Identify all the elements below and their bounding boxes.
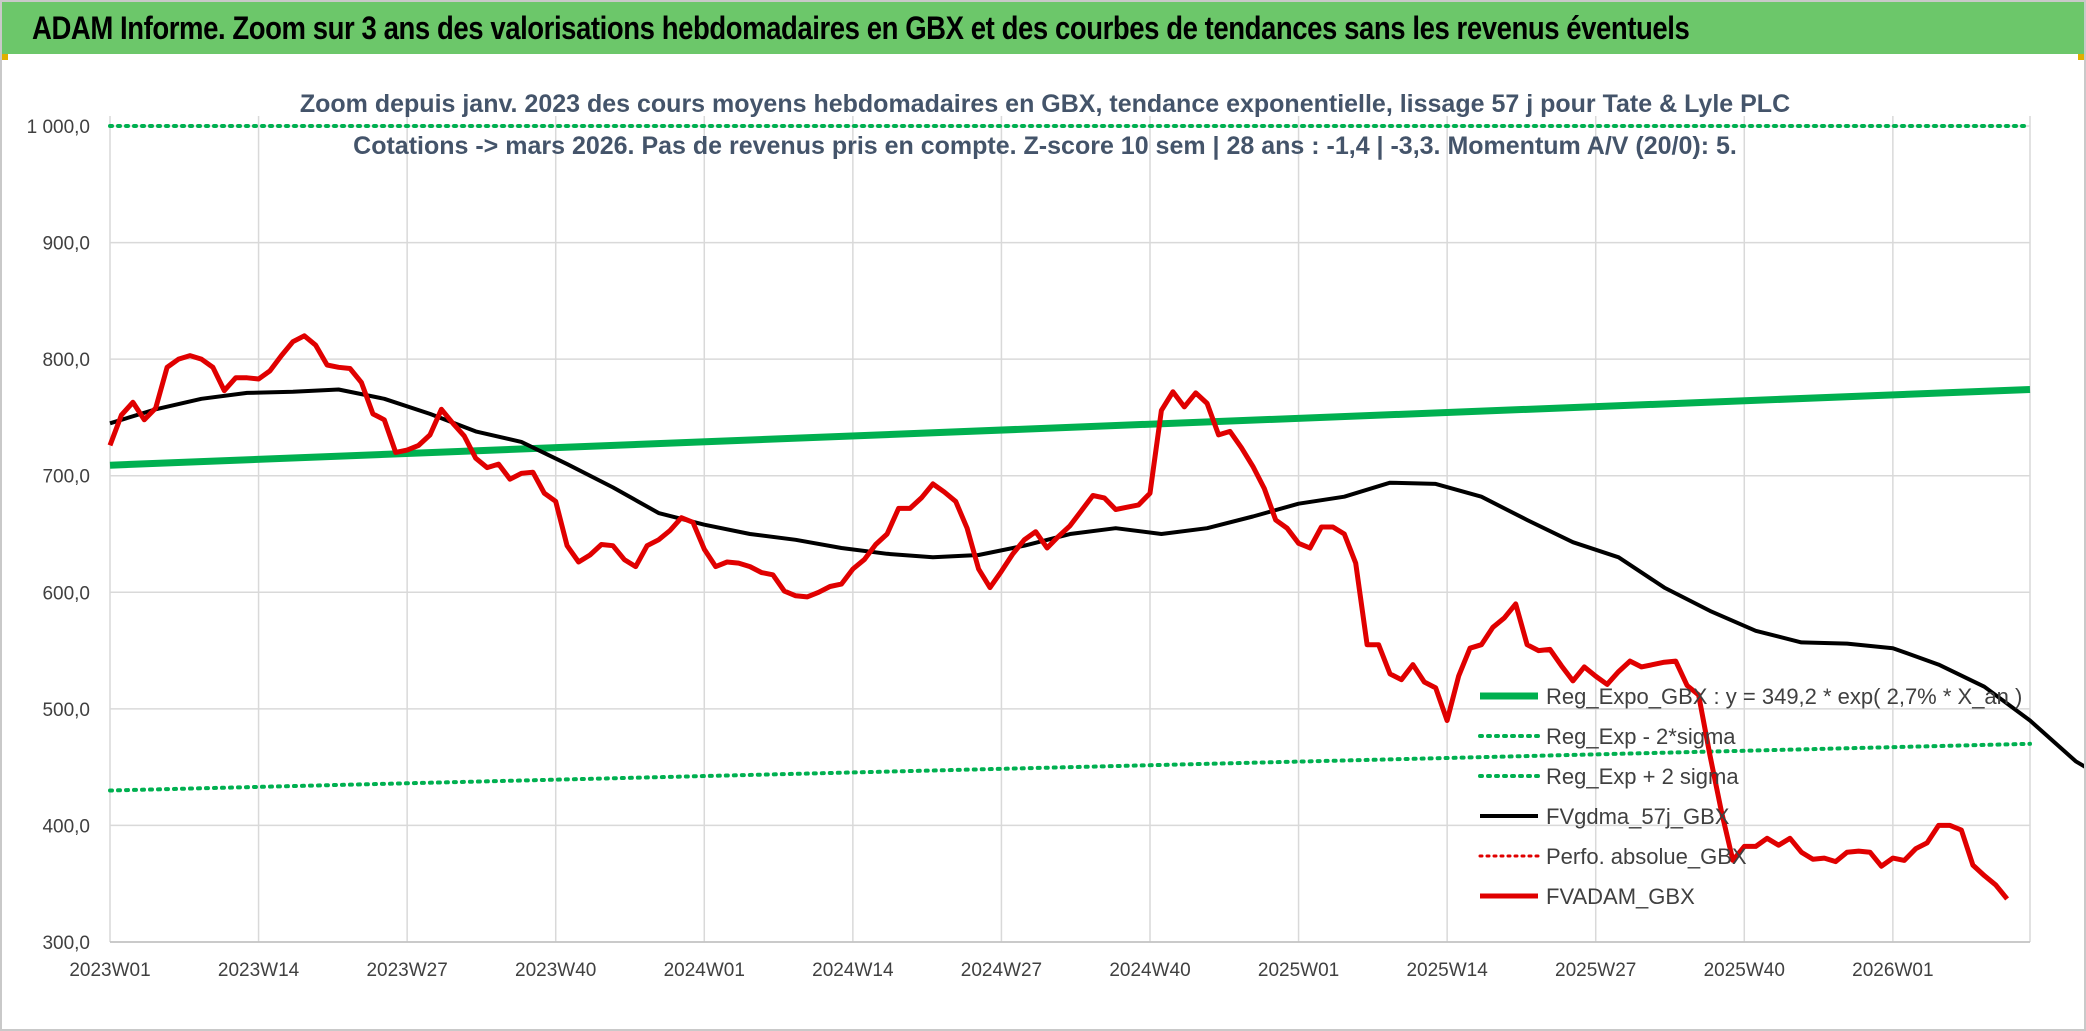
legend-label: Perfo. absolue_GBX bbox=[1546, 844, 1747, 869]
x-tick-label: 2023W27 bbox=[366, 960, 447, 981]
series-line-5 bbox=[107, 333, 2010, 901]
series-line-3 bbox=[109, 387, 2084, 769]
x-tick-label: 2025W27 bbox=[1555, 960, 1636, 981]
x-axis-labels: 2023W01 2023W14 2023W27 2023W40 2024W01 2024W… bbox=[69, 960, 1933, 981]
y-tick-label: 900,0 bbox=[42, 234, 90, 255]
x-tick-label: 2025W40 bbox=[1704, 960, 1785, 981]
y-tick-label: 400,0 bbox=[42, 816, 90, 837]
x-tick-label: 2023W01 bbox=[69, 960, 150, 981]
x-tick-label: 2026W01 bbox=[1852, 960, 1933, 981]
y-tick-label: 700,0 bbox=[42, 467, 90, 488]
legend-label: Reg_Exp - 2*sigma bbox=[1546, 724, 1736, 749]
series-layer bbox=[107, 124, 2084, 901]
y-tick-label: 500,0 bbox=[42, 700, 90, 721]
y-axis-labels: 300,0 400,0 500,0 600,0 700,0 800,0 900,0 1 000… bbox=[27, 117, 90, 954]
x-tick-label: 2025W14 bbox=[1406, 960, 1488, 981]
legend-label: FVADAM_GBX bbox=[1546, 884, 1695, 909]
y-tick-label: 1 000,0 bbox=[27, 117, 90, 138]
x-tick-label: 2023W40 bbox=[515, 960, 596, 981]
corner-marker-right bbox=[2078, 54, 2084, 60]
y-tick-label: 300,0 bbox=[42, 933, 90, 954]
legend-label: Reg_Expo_GBX : y = 349,2 * exp( 2,7% * X… bbox=[1546, 684, 2022, 709]
x-tick-label: 2025W01 bbox=[1258, 960, 1339, 981]
x-tick-label: 2024W40 bbox=[1109, 960, 1190, 981]
y-tick-label: 600,0 bbox=[42, 583, 90, 604]
page-title: ADAM Informe. Zoom sur 3 ans des valoris… bbox=[32, 10, 1690, 46]
chart-subtitle-line1: Zoom depuis janv. 2023 des cours moyens … bbox=[300, 90, 1790, 118]
x-tick-label: 2023W14 bbox=[218, 960, 300, 981]
corner-marker-left bbox=[2, 54, 8, 60]
x-tick-label: 2024W14 bbox=[812, 960, 894, 981]
x-tick-label: 2024W01 bbox=[664, 960, 745, 981]
legend-label: FVgdma_57j_GBX bbox=[1546, 804, 1730, 829]
y-tick-label: 800,0 bbox=[42, 350, 90, 371]
series-line-1 bbox=[108, 741, 2032, 793]
legend: Reg_Expo_GBX : y = 349,2 * exp( 2,7% * X… bbox=[1478, 684, 2022, 909]
x-tick-label: 2024W27 bbox=[961, 960, 1042, 981]
series-line-0 bbox=[109, 386, 2031, 469]
chart-subtitle-line2: Cotations -> mars 2026. Pas de revenus p… bbox=[353, 132, 1737, 160]
header-bar: ADAM Informe. Zoom sur 3 ans des valoris… bbox=[2, 2, 2084, 54]
legend-label: Reg_Exp + 2 sigma bbox=[1546, 764, 1739, 789]
